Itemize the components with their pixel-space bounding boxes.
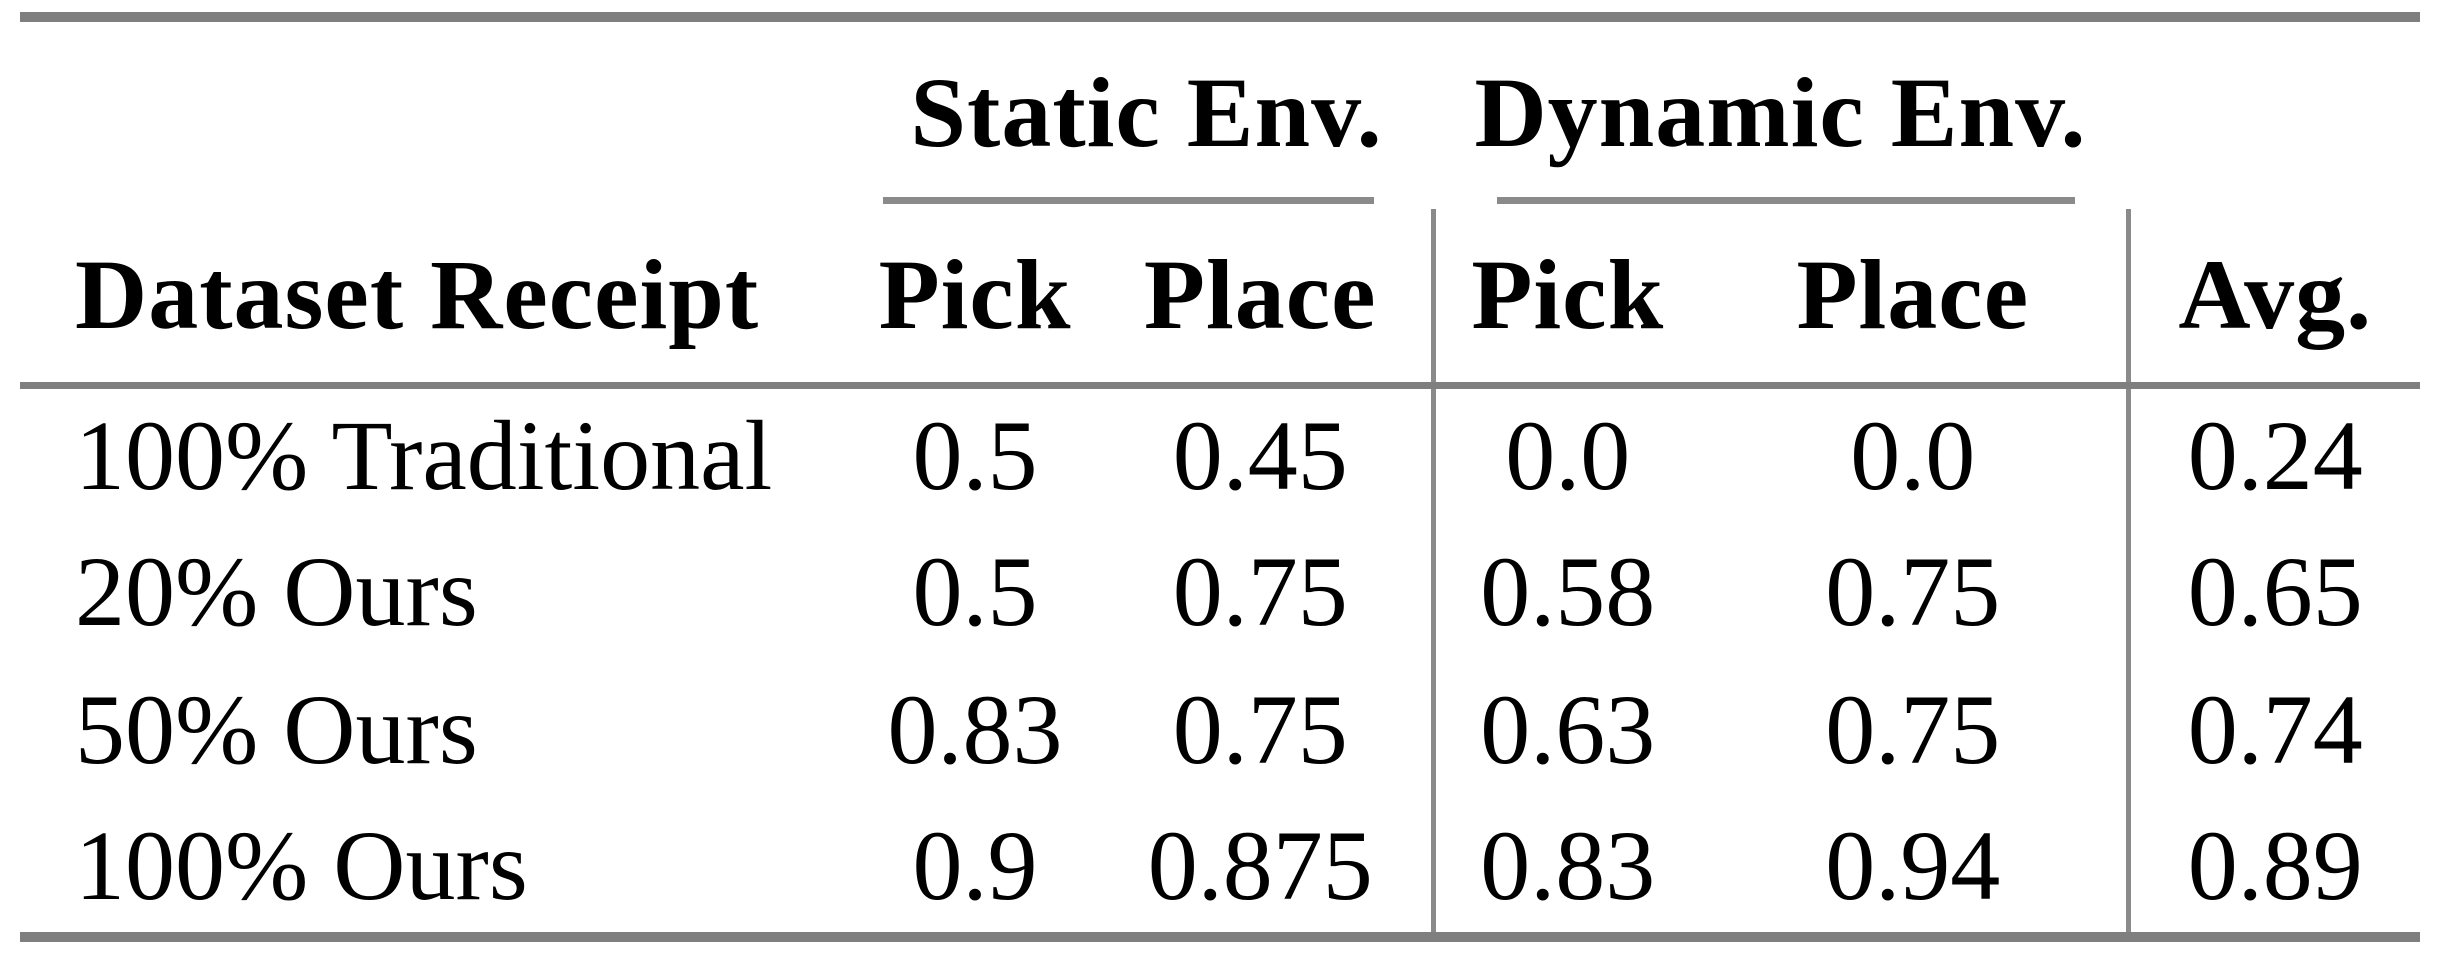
header-static-pick: Pick	[860, 209, 1090, 389]
cell-dynamic-pick: 0.83	[1430, 799, 1700, 937]
group-header-dynamic-env: Dynamic Env.	[1433, 17, 2128, 209]
group-label-dynamic-env: Dynamic Env.	[1474, 57, 2087, 168]
cell-dynamic-place: 0.94	[1825, 809, 2001, 921]
cell-avg: 0.65	[2125, 523, 2421, 661]
cell-dataset: 100% Traditional	[75, 399, 773, 511]
cell-static-place: 0.75	[1172, 674, 1348, 785]
group-header-spacer-left	[20, 17, 860, 209]
header-static-place: Place	[1090, 209, 1433, 389]
cell-dataset: 20% Ours	[75, 536, 478, 647]
cmidrule-dynamic-env	[1497, 197, 2076, 204]
table-row-50-ours: 50% Ours 0.83 0.75 0.63 0.75 0.74	[20, 661, 2421, 799]
cell-dynamic-place: 0.0	[1850, 399, 1976, 511]
cell-static-pick: 0.5	[912, 399, 1038, 511]
group-header-row: Static Env. Dynamic Env.	[20, 17, 2420, 209]
cell-dynamic-pick: 0.0	[1430, 385, 1700, 523]
cell-static-pick: 0.83	[887, 674, 1063, 785]
header-avg: Avg.	[2125, 209, 2421, 389]
cell-dataset: 100% Ours	[75, 809, 528, 921]
cell-dataset: 50% Ours	[75, 674, 478, 785]
header-dynamic-place: Place	[1700, 209, 2129, 389]
cell-static-pick: 0.9	[912, 809, 1038, 921]
header-dataset-receipt: Dataset Receipt	[20, 209, 860, 389]
cmidrule-static-env	[883, 197, 1374, 204]
cell-static-pick: 0.5	[912, 536, 1038, 647]
cell-avg: 0.74	[2125, 661, 2421, 799]
cell-static-place: 0.45	[1172, 399, 1348, 511]
header-dynamic-pick: Pick	[1430, 209, 1700, 389]
cell-static-place: 0.75	[1172, 536, 1348, 647]
cell-dynamic-place: 0.75	[1825, 536, 2001, 647]
results-table: Static Env. Dynamic Env. Dataset Receipt…	[20, 12, 2421, 942]
table-row-100-traditional: 100% Traditional 0.5 0.45 0.0 0.0 0.24	[20, 385, 2421, 523]
cell-dynamic-place: 0.75	[1825, 674, 2001, 785]
group-header-static-env: Static Env.	[860, 17, 1433, 209]
group-label-static-env: Static Env.	[910, 57, 1383, 168]
cell-dynamic-pick: 0.58	[1430, 523, 1700, 661]
group-header-spacer-right	[2128, 17, 2420, 209]
cell-dynamic-pick: 0.63	[1430, 661, 1700, 799]
column-header-row: Dataset Receipt Pick Place Pick Place Av…	[20, 209, 2421, 389]
cell-avg: 0.89	[2125, 799, 2421, 937]
table-row-100-ours: 100% Ours 0.9 0.875 0.83 0.94 0.89	[20, 799, 2421, 937]
cell-avg: 0.24	[2125, 385, 2421, 523]
table-row-20-ours: 20% Ours 0.5 0.75 0.58 0.75 0.65	[20, 523, 2421, 661]
cell-static-place: 0.875	[1147, 809, 1373, 921]
